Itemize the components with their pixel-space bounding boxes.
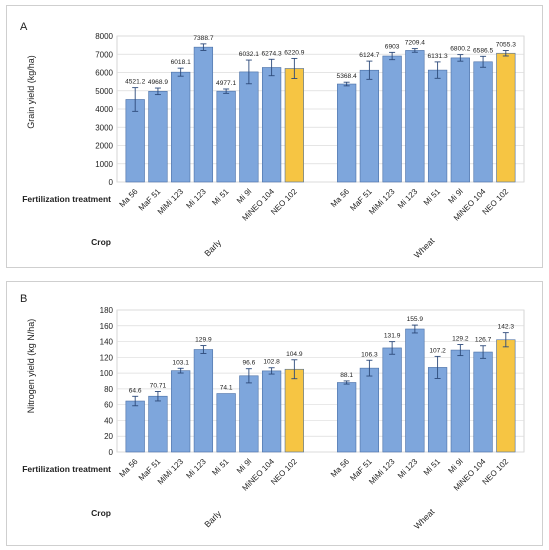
panel-a-bar (450, 57, 470, 183)
panel-b-value-label: 155.9 (407, 316, 424, 323)
panel-b-value-label: 106.3 (361, 351, 378, 358)
panel-a-ytick-label: 0 (109, 178, 114, 187)
panel-a-value-label: 7055.3 (496, 42, 517, 49)
panel-a-bar (337, 83, 357, 183)
panel-a-value-label: 4968.9 (148, 79, 169, 86)
panel-a-ylabel: Grain yield (kg/ha) (26, 55, 36, 129)
panel-b-value-label: 142.3 (498, 324, 515, 331)
panel-a-value-label: 4977.1 (216, 80, 237, 87)
panel-a-ytick-label: 5000 (95, 87, 113, 96)
panel-a-plot: 0100020003000400050006000700080004521.2M… (95, 32, 525, 260)
panel-a-value-label: 7388.7 (193, 35, 214, 42)
panel-a-ytick-label: 4000 (95, 105, 113, 114)
panel-a-bar (473, 61, 493, 183)
panel-a-value-label: 6274.3 (262, 50, 283, 57)
panel-b-value-label: 88.1 (340, 372, 353, 379)
panel-b-bar (337, 382, 357, 453)
panel-b-bar (148, 395, 168, 453)
panel-b-bar (496, 339, 516, 453)
panel-a-value-label: 5368.4 (337, 73, 358, 80)
panel-a-bar (359, 69, 380, 183)
panel-b-treatment-label: Fertilization treatment (22, 464, 111, 474)
panel-b-ytick-label: 120 (100, 353, 114, 362)
panel-b-value-label: 129.9 (195, 337, 212, 344)
panel-a-label: A (20, 21, 28, 33)
panel-b-label: B (20, 293, 27, 305)
panel-b-value-label: 96.6 (242, 360, 255, 367)
panel-a-bar (125, 99, 145, 183)
panel-a-value-label: 6220.9 (284, 49, 305, 56)
panel-a-value-label: 6018.1 (171, 59, 192, 66)
panel-a-bar (216, 90, 236, 183)
panel-b-ytick-label: 40 (104, 416, 113, 425)
panel-b-value-label: 107.2 (429, 347, 446, 354)
panel-a-bar (382, 55, 402, 183)
panel-a-ytick-label: 3000 (95, 123, 113, 132)
panel-a-ytick-label: 6000 (95, 69, 113, 78)
panel-a-ytick-label: 1000 (95, 160, 113, 169)
panel-b-value-label: 70.71 (150, 382, 167, 389)
panel-b-value-label: 102.8 (263, 359, 280, 366)
panel-b-ytick-label: 80 (104, 385, 113, 394)
panel-b-ytick-label: 140 (100, 338, 114, 347)
panel-a-bar (496, 52, 516, 183)
panel-b-value-label: 131.9 (384, 333, 401, 340)
panel-a-crop-label: Crop (91, 237, 111, 247)
panel-b-ytick-label: 160 (100, 322, 114, 331)
panel-b-value-label: 126.7 (475, 337, 492, 344)
panel-b-ytick-label: 60 (104, 401, 113, 410)
panel-b-bar (261, 370, 282, 453)
panel-a-value-label: 6800.2 (450, 46, 471, 53)
panel-b-bar (193, 349, 214, 453)
panel-b-bar (216, 393, 236, 453)
panel-a-value-label: 4521.2 (125, 79, 146, 86)
panel-a-ytick-label: 7000 (95, 50, 113, 59)
panel-a-bar (284, 68, 304, 183)
panel-a-bar (171, 71, 191, 183)
panel-b-value-label: 129.2 (452, 336, 469, 343)
panel-b-bar (125, 400, 145, 453)
panel-a-value-label: 6032.1 (239, 51, 260, 58)
panel-b-crop-label: Crop (91, 508, 111, 518)
panel-b-ytick-label: 100 (100, 369, 114, 378)
panel-b-bar (427, 367, 448, 453)
panel-b-value-label: 104.9 (286, 351, 303, 358)
panel-b-bar (171, 370, 191, 453)
panel-b-bar (450, 349, 470, 453)
panel-a-value-label: 6586.5 (473, 47, 494, 54)
panel-b-bar (382, 347, 402, 453)
panel-a-bar (148, 91, 168, 183)
panel-a-value-label: 6903 (385, 43, 400, 50)
panel-a-bar (405, 50, 425, 183)
panel-b-bar (239, 375, 259, 453)
panel-b-ylabel: Nitrogen yield (kg N/ha) (26, 319, 36, 414)
panel-a-treatment-label: Fertilization treatment (22, 194, 111, 204)
panel-b-value-label: 74.1 (220, 385, 233, 392)
panel-b-ytick-label: 180 (100, 306, 114, 315)
panel-b-bar (359, 367, 380, 453)
panel-a-bar (427, 69, 448, 183)
panel-b-bar (473, 351, 493, 453)
panel-a-value-label: 6124.7 (359, 52, 380, 59)
panel-b-value-label: 64.6 (129, 387, 142, 394)
panel-a-ytick-label: 2000 (95, 142, 113, 151)
panel-b-ytick-label: 20 (104, 432, 113, 441)
panel-a-bar (193, 46, 214, 183)
panel-a-ytick-label: 8000 (95, 32, 113, 41)
panel-b-bar (405, 328, 425, 453)
panel-a-bar (239, 71, 259, 183)
panel-b-value-label: 103.1 (172, 359, 189, 366)
panel-a-value-label: 7209.4 (405, 40, 426, 47)
panel-a-bar (261, 67, 282, 183)
panel-b-ytick-label: 0 (109, 448, 114, 457)
panel-a-value-label: 6131.3 (428, 53, 449, 60)
panel-b-bar (284, 368, 304, 453)
